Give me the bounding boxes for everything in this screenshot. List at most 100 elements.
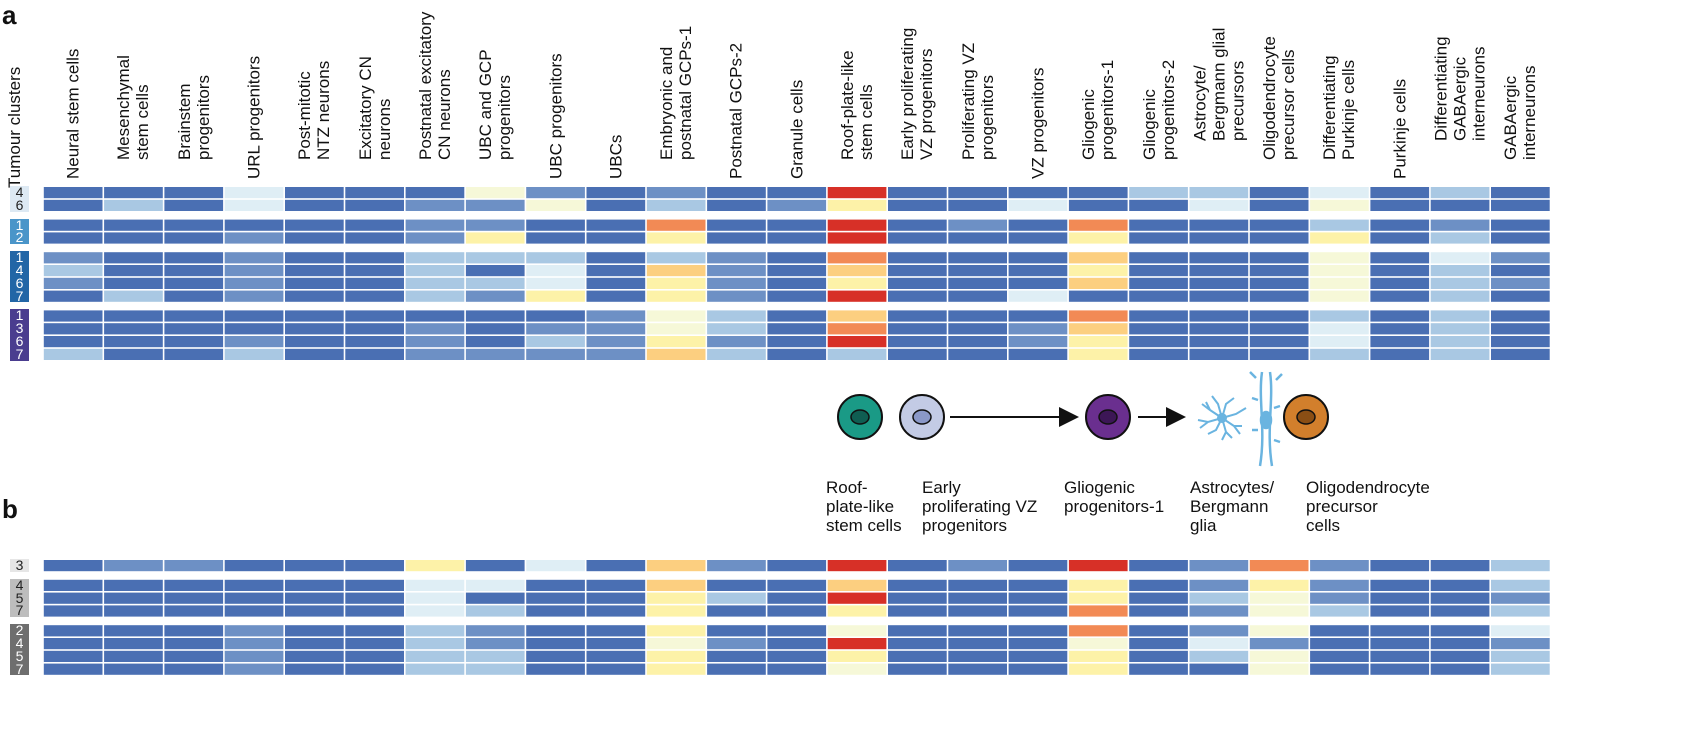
heatmap-cell [1491, 187, 1550, 199]
heatmap-cell [465, 199, 525, 211]
heatmap-cell [104, 663, 163, 675]
heatmap-cell [405, 277, 465, 289]
heatmap-cell [1430, 199, 1490, 211]
heatmap-cell [646, 663, 706, 675]
heatmap-cell [526, 323, 585, 335]
heatmap-cell [465, 579, 525, 591]
heatmap-cell [43, 219, 103, 231]
heatmap-cell [707, 560, 766, 572]
heatmap-cell [767, 232, 827, 244]
heatmap-cell [1189, 579, 1249, 591]
heatmap-cell [1430, 219, 1490, 231]
heatmap-cell [888, 323, 947, 335]
heatmap-cell [1370, 219, 1430, 231]
heatmap-cell [948, 579, 1007, 591]
heatmap-cell [586, 638, 646, 650]
heatmap-cell [586, 336, 646, 348]
heatmap-cell [465, 605, 525, 617]
heatmap-cell [164, 625, 224, 637]
heatmap-cell [1129, 290, 1188, 302]
heatmap-cell [888, 348, 947, 360]
heatmap-cell [104, 187, 163, 199]
heatmap-cell [888, 663, 947, 675]
heatmap-cell [1249, 650, 1309, 662]
heatmap-cell [405, 579, 465, 591]
heatmap-cell [1068, 290, 1128, 302]
heatmap-cell [586, 650, 646, 662]
heatmap-cell [948, 232, 1007, 244]
heatmap-cell [586, 592, 646, 604]
heatmap-cell [1249, 323, 1309, 335]
heatmap-cell [405, 605, 465, 617]
tumour-cluster-tag: 7 [10, 662, 29, 675]
heatmap-cell [285, 663, 344, 675]
heatmap-cell [767, 277, 827, 289]
heatmap-cell [224, 650, 284, 662]
heatmap-cell [465, 663, 525, 675]
heatmap-cell [707, 592, 766, 604]
heatmap-cell [646, 219, 706, 231]
heatmap-cell [224, 277, 284, 289]
heatmap-cell [827, 638, 887, 650]
lineage-label-early-vz: Early proliferating VZ progenitors [922, 478, 1038, 535]
heatmap-cell [43, 348, 103, 360]
heatmap-cell [707, 605, 766, 617]
heatmap-cell [827, 265, 887, 277]
heatmap-cell [1370, 348, 1430, 360]
heatmap-cell [827, 605, 887, 617]
heatmap-cell [285, 560, 344, 572]
heatmap-cell [1249, 579, 1309, 591]
heatmap-cell [1370, 265, 1430, 277]
heatmap-cell [948, 625, 1007, 637]
heatmap-cell [1430, 323, 1490, 335]
heatmap-cell [1249, 277, 1309, 289]
heatmap-cell [1068, 219, 1128, 231]
heatmap-cell [224, 592, 284, 604]
heatmap-cell [465, 650, 525, 662]
heatmap-cell [285, 310, 344, 322]
tumour-cluster-tag: 7 [10, 289, 29, 302]
heatmap-cell [948, 348, 1007, 360]
heatmap-cell [405, 336, 465, 348]
heatmap-cell [405, 199, 465, 211]
heatmap-cell [948, 605, 1007, 617]
heatmap-cell [405, 232, 465, 244]
heatmap-cell [707, 650, 766, 662]
heatmap-cell [948, 199, 1007, 211]
heatmap-cell [526, 265, 585, 277]
heatmap-cell [1430, 310, 1490, 322]
heatmap-cell [285, 592, 344, 604]
heatmap-cell [646, 199, 706, 211]
heatmap-cell [1310, 252, 1369, 264]
heatmap-cell [104, 638, 163, 650]
heatmap-cell [1068, 348, 1128, 360]
heatmap-cell [707, 290, 766, 302]
heatmap-cell [164, 232, 224, 244]
heatmap-cell [1430, 605, 1490, 617]
heatmap-cell [1249, 290, 1309, 302]
heatmap-cell [767, 663, 827, 675]
heatmap-cell [224, 663, 284, 675]
heatmap-cell [1008, 638, 1068, 650]
heatmap-cell [827, 625, 887, 637]
heatmap-cell [1249, 265, 1309, 277]
heatmap-cell [646, 625, 706, 637]
tumour-cluster-tag: 4 [10, 185, 29, 199]
heatmap-cell [1310, 650, 1369, 662]
heatmap-cell [646, 579, 706, 591]
heatmap-cell [164, 323, 224, 335]
heatmap-cell [1008, 348, 1068, 360]
heatmap-cell [43, 310, 103, 322]
heatmap-cell [1491, 592, 1550, 604]
heatmap-cell [1249, 336, 1309, 348]
heatmap-cell [1310, 232, 1369, 244]
heatmap-cell [1189, 336, 1249, 348]
heatmap-cell [1310, 663, 1369, 675]
panel-b-label: b [2, 494, 18, 524]
heatmap-cell [827, 277, 887, 289]
heatmap-cell [1491, 605, 1550, 617]
heatmap-cell [285, 348, 344, 360]
heatmap-cell [1430, 252, 1490, 264]
heatmap-cell [888, 265, 947, 277]
heatmap-cell [888, 650, 947, 662]
